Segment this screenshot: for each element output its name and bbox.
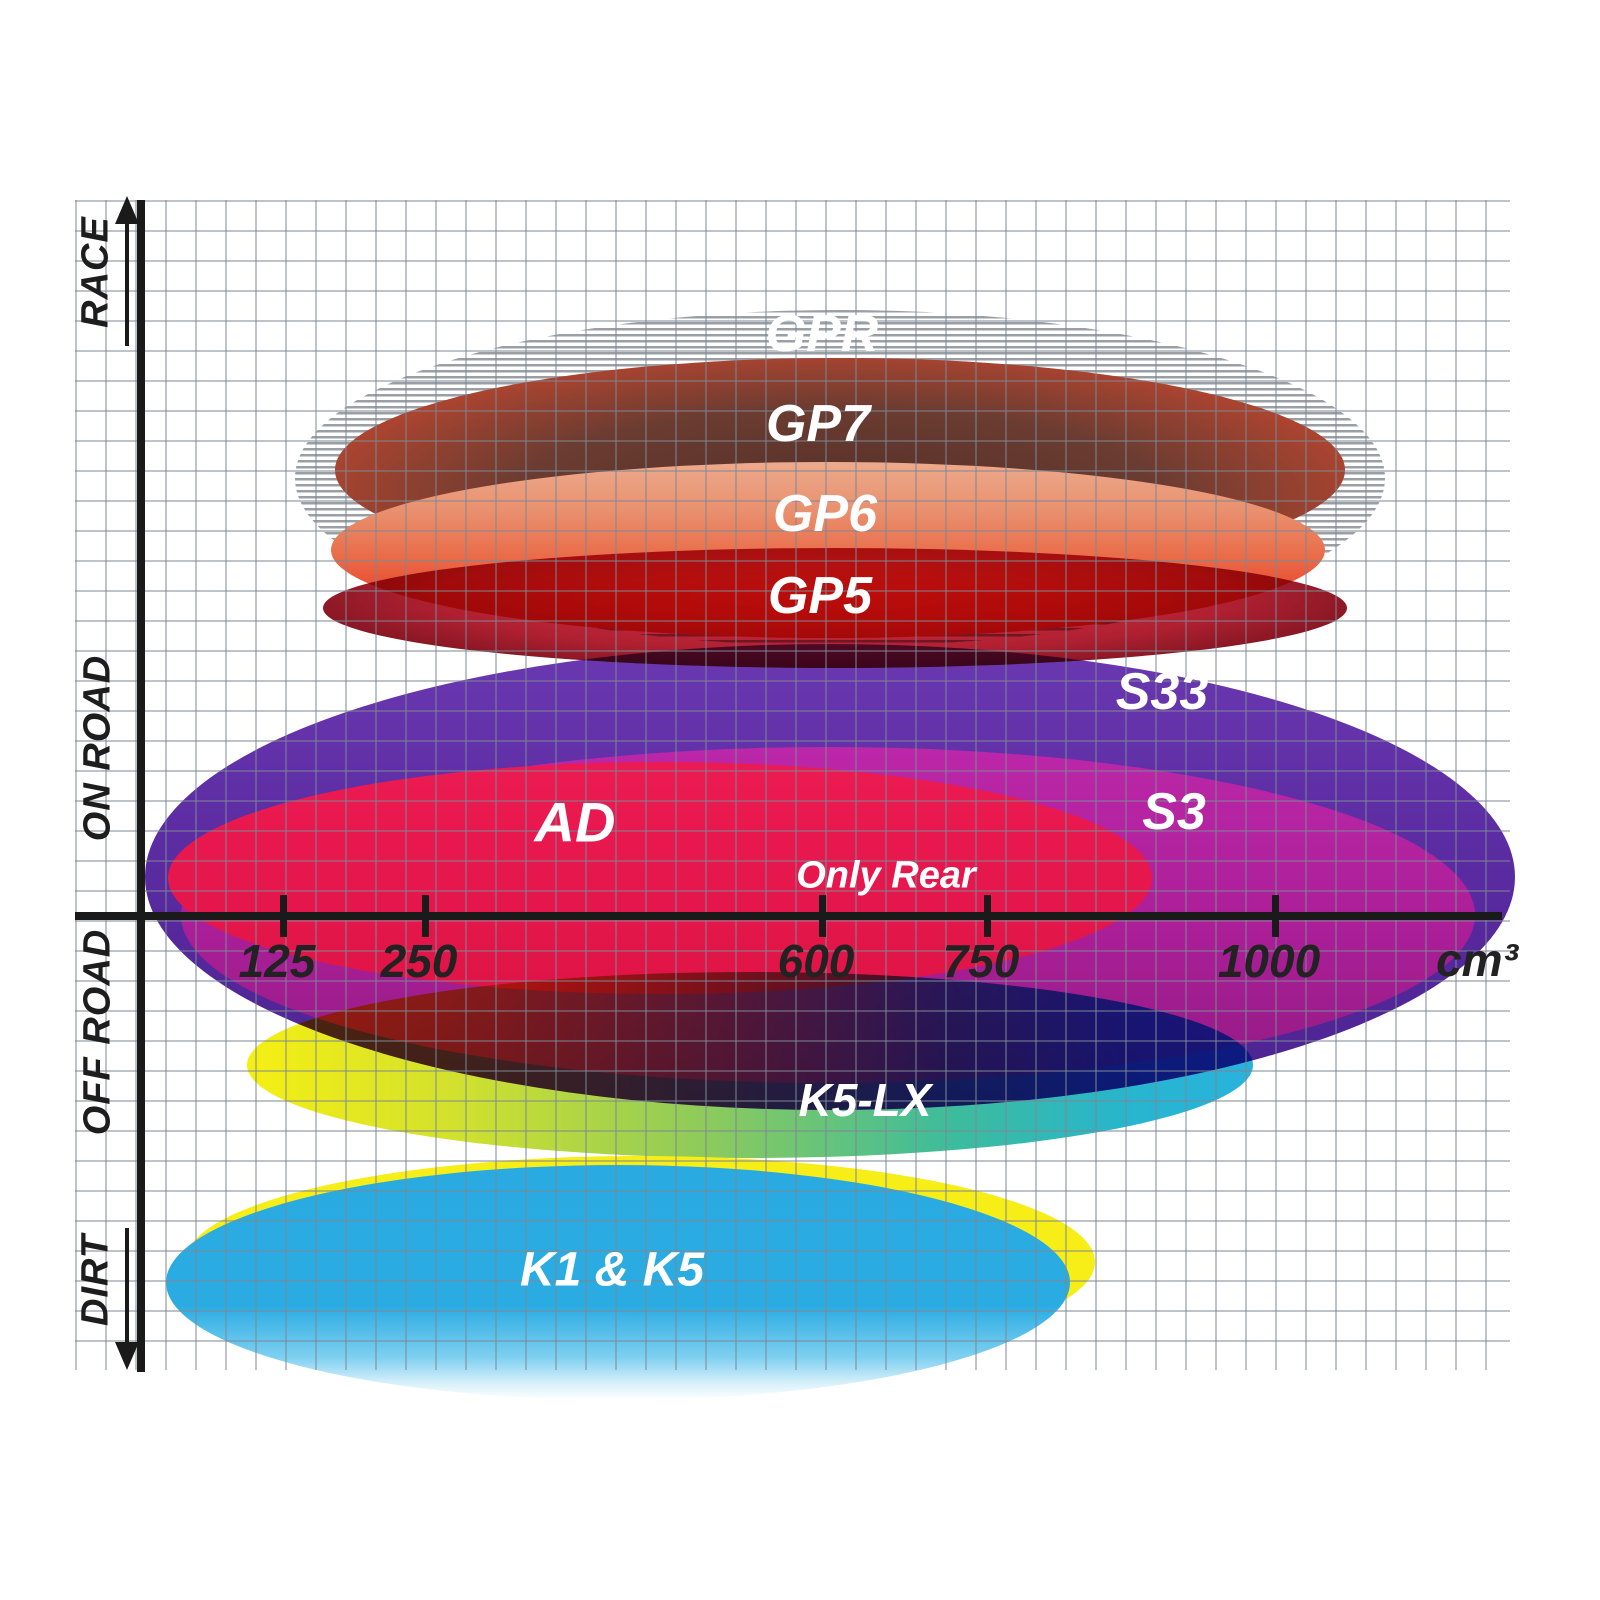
x-tick-1000 xyxy=(1272,895,1279,937)
y-axis-line xyxy=(137,200,145,1372)
region-label-s33: S33 xyxy=(1115,663,1209,721)
race-arrow-line xyxy=(125,218,129,346)
x-tick-label-125: 125 xyxy=(238,935,316,987)
x-tick-label-600: 600 xyxy=(777,935,855,987)
x-tick-125 xyxy=(280,895,287,937)
region-label-gp7: GP7 xyxy=(765,395,871,453)
race-arrow-up-icon xyxy=(115,196,139,224)
x-tick-label-1000: 1000 xyxy=(1217,935,1321,987)
dirt-arrow-down-icon xyxy=(115,1342,139,1370)
region-label-ad: AD xyxy=(534,790,616,854)
annotation-only-rear: Only Rear xyxy=(796,854,976,897)
region-label-gp6: GP6 xyxy=(772,485,878,543)
region-k5lx-ellipse xyxy=(247,972,1253,1158)
x-tick-600 xyxy=(819,895,826,937)
region-label-gpr: GPR xyxy=(765,305,879,363)
dirt-arrow-line xyxy=(125,1228,129,1344)
band-label-on-road: ON ROAD xyxy=(76,654,119,842)
region-label-gp5: GP5 xyxy=(767,567,873,625)
x-axis-line xyxy=(75,912,1502,920)
x-tick-label-250: 250 xyxy=(380,935,458,987)
x-tick-label-750: 750 xyxy=(942,935,1020,987)
region-label-k1k5: K1 & K5 xyxy=(519,1243,705,1297)
x-tick-250 xyxy=(422,895,429,937)
x-tick-750 xyxy=(984,895,991,937)
band-label-dirt: DIRT xyxy=(74,1234,117,1326)
x-axis-unit-label: cm³ xyxy=(1436,934,1518,986)
band-label-off-road: OFF ROAD xyxy=(76,928,119,1136)
region-label-s3: S3 xyxy=(1142,783,1206,841)
band-label-race: RACE xyxy=(74,216,117,328)
region-label-k5lx: K5-LX xyxy=(798,1074,932,1126)
